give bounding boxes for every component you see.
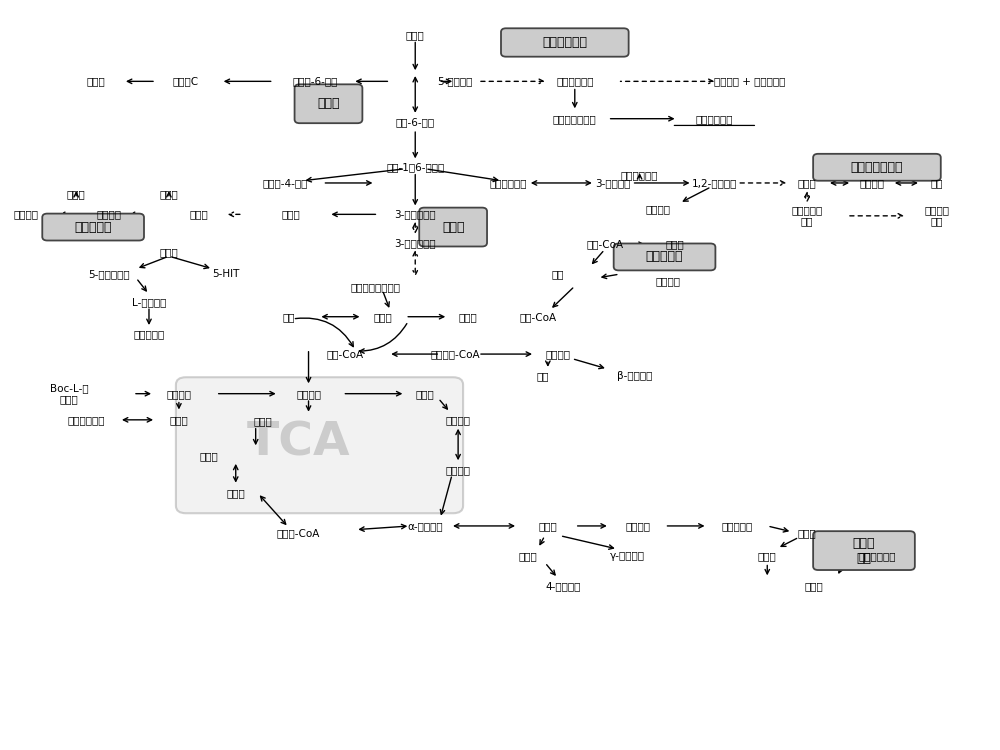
Text: 半胱氨酸: 半胱氨酸 (97, 209, 122, 219)
Text: 5-羟吲哚乙酸: 5-羟吲哚乙酸 (88, 269, 130, 279)
Text: 乙酰-CoA: 乙酰-CoA (327, 349, 364, 359)
Text: 卵磷脂: 卵磷脂 (798, 178, 817, 188)
Text: 犬尿喹啉酸: 犬尿喹啉酸 (133, 329, 165, 339)
Text: 氨基酸代谢: 氨基酸代谢 (74, 220, 112, 233)
Text: 天冬氨酸: 天冬氨酸 (166, 388, 191, 399)
Text: 甘油三酯: 甘油三酯 (645, 204, 670, 214)
Text: 乙酰左旋肉碱: 乙酰左旋肉碱 (67, 415, 105, 424)
Text: 磷脂合成与降解: 磷脂合成与降解 (851, 160, 903, 174)
Text: TCA: TCA (246, 420, 350, 465)
Text: 精氨酸: 精氨酸 (805, 580, 823, 591)
Text: 丙酮酸: 丙酮酸 (374, 312, 393, 322)
Text: 磷酸烯醇式丙酮酸: 磷酸烯醇式丙酮酸 (350, 282, 400, 292)
Text: 琥珀酰-CoA: 琥珀酰-CoA (277, 529, 320, 538)
Text: 柠檬酸: 柠檬酸 (416, 388, 435, 399)
FancyBboxPatch shape (813, 154, 941, 181)
Text: 天冬氨酸 + 氨甲酰磷酸: 天冬氨酸 + 氨甲酰磷酸 (714, 76, 785, 86)
Text: 胸腺嘧啶核苷酸: 胸腺嘧啶核苷酸 (553, 114, 597, 124)
Text: 尿嘧啶核苷酸: 尿嘧啶核苷酸 (556, 76, 594, 86)
Text: 果糖-1，6-二磷酸: 果糖-1，6-二磷酸 (386, 162, 444, 172)
Text: 胱氨酸: 胱氨酸 (67, 189, 86, 200)
Text: 5-HIT: 5-HIT (212, 269, 239, 279)
Text: α-酮戊二酸: α-酮戊二酸 (407, 521, 443, 531)
Text: 顺乌头酸: 顺乌头酸 (446, 415, 471, 424)
Text: 瓜氨酸: 瓜氨酸 (798, 529, 817, 538)
Text: 磷酸甘油
胆碱: 磷酸甘油 胆碱 (924, 205, 949, 226)
Text: β-羟基丁酸: β-羟基丁酸 (617, 371, 652, 382)
Text: 葡萄糖-6-磷酸: 葡萄糖-6-磷酸 (293, 76, 338, 86)
Text: 丙酮: 丙酮 (537, 371, 549, 382)
Text: 甘氨酸: 甘氨酸 (160, 189, 178, 200)
Text: 磷脂酰乙醇胺: 磷脂酰乙醇胺 (621, 170, 658, 180)
Text: 鸟氨酸: 鸟氨酸 (758, 550, 777, 561)
Text: 草酰乙酸: 草酰乙酸 (296, 388, 321, 399)
Text: 1,2-甘油二酯: 1,2-甘油二酯 (692, 178, 737, 188)
Text: 琥珀酸: 琥珀酸 (226, 488, 245, 498)
Text: 磷酸二羟丙酮: 磷酸二羟丙酮 (489, 178, 527, 188)
Text: 4-氧脯氨酸: 4-氧脯氨酸 (545, 580, 581, 591)
Text: 维生素C: 维生素C (173, 76, 199, 86)
Text: 甘油酸: 甘油酸 (281, 209, 300, 219)
Text: 酰基-CoA: 酰基-CoA (519, 312, 556, 322)
Text: 乙酰乙酰-CoA: 乙酰乙酰-CoA (430, 349, 480, 359)
Text: 氨甲酰磷酸: 氨甲酰磷酸 (722, 521, 753, 531)
FancyBboxPatch shape (295, 84, 362, 123)
Text: 丝氨酸: 丝氨酸 (189, 209, 208, 219)
Text: 脂肪酸: 脂肪酸 (665, 239, 684, 249)
Text: 脯氨酸: 脯氨酸 (519, 550, 537, 561)
Text: 溶血磷脂酰
胆碱: 溶血磷脂酰 胆碱 (792, 205, 823, 226)
Text: 甲硫氨酸: 甲硫氨酸 (14, 209, 39, 219)
Text: 赤藓糖-4-磷酸: 赤藓糖-4-磷酸 (263, 178, 308, 188)
Text: 谷氨酰胺: 谷氨酰胺 (625, 521, 650, 531)
Text: 磷酸胆碱: 磷酸胆碱 (859, 178, 884, 188)
Text: 谷氨酸: 谷氨酸 (538, 521, 557, 531)
Text: 3-磷酸甘油: 3-磷酸甘油 (595, 178, 630, 188)
Text: 精氨酸琥珀酸: 精氨酸琥珀酸 (858, 550, 896, 561)
Text: 脂酰肉碱: 脂酰肉碱 (655, 277, 680, 286)
Text: 苏糖酸: 苏糖酸 (87, 76, 106, 86)
Text: 果糖-6-磷酸: 果糖-6-磷酸 (396, 118, 435, 128)
FancyBboxPatch shape (419, 208, 487, 247)
FancyBboxPatch shape (501, 28, 629, 57)
Text: 3-磷酸甘油醛: 3-磷酸甘油醛 (394, 209, 436, 219)
Text: 鸟氨酸
循环: 鸟氨酸 循环 (853, 536, 875, 565)
Text: γ-氨基丁酸: γ-氨基丁酸 (610, 550, 645, 561)
Text: 乙酰乙酸: 乙酰乙酸 (545, 349, 570, 359)
Text: 葡萄糖: 葡萄糖 (406, 30, 425, 40)
Text: 脂酸-CoA: 脂酸-CoA (586, 239, 623, 249)
FancyBboxPatch shape (614, 244, 715, 271)
Text: 糖异生: 糖异生 (442, 220, 464, 233)
Text: 肉碱: 肉碱 (552, 269, 564, 279)
FancyBboxPatch shape (42, 214, 144, 241)
Text: 5-磷酸核糖: 5-磷酸核糖 (437, 76, 473, 86)
Text: 异柠檬酸: 异柠檬酸 (446, 466, 471, 476)
Text: Boc-L-天
冬酰胺: Boc-L-天 冬酰胺 (50, 383, 89, 404)
FancyBboxPatch shape (813, 531, 915, 570)
Text: 乳酸: 乳酸 (282, 312, 295, 322)
Text: 脂肪酸代谢: 脂肪酸代谢 (646, 251, 683, 263)
Text: 3-磷酸甘油酸: 3-磷酸甘油酸 (394, 238, 436, 248)
Text: 色氨酸: 色氨酸 (160, 247, 178, 256)
Text: 二氢胸腺嘧啶: 二氢胸腺嘧啶 (696, 114, 733, 124)
FancyBboxPatch shape (176, 377, 463, 513)
Text: 槲氨酸: 槲氨酸 (170, 415, 188, 424)
Text: L-犬尿氨酸: L-犬尿氨酸 (132, 297, 166, 307)
Text: 丙氨酸: 丙氨酸 (459, 312, 477, 322)
Text: 糖酵解: 糖酵解 (317, 98, 340, 110)
Text: 磷酸戊糖途径: 磷酸戊糖途径 (542, 36, 587, 49)
Text: 富马酸: 富马酸 (199, 451, 218, 460)
Text: 苹果酸: 苹果酸 (253, 416, 272, 426)
Text: 胆碱: 胆碱 (931, 178, 943, 188)
